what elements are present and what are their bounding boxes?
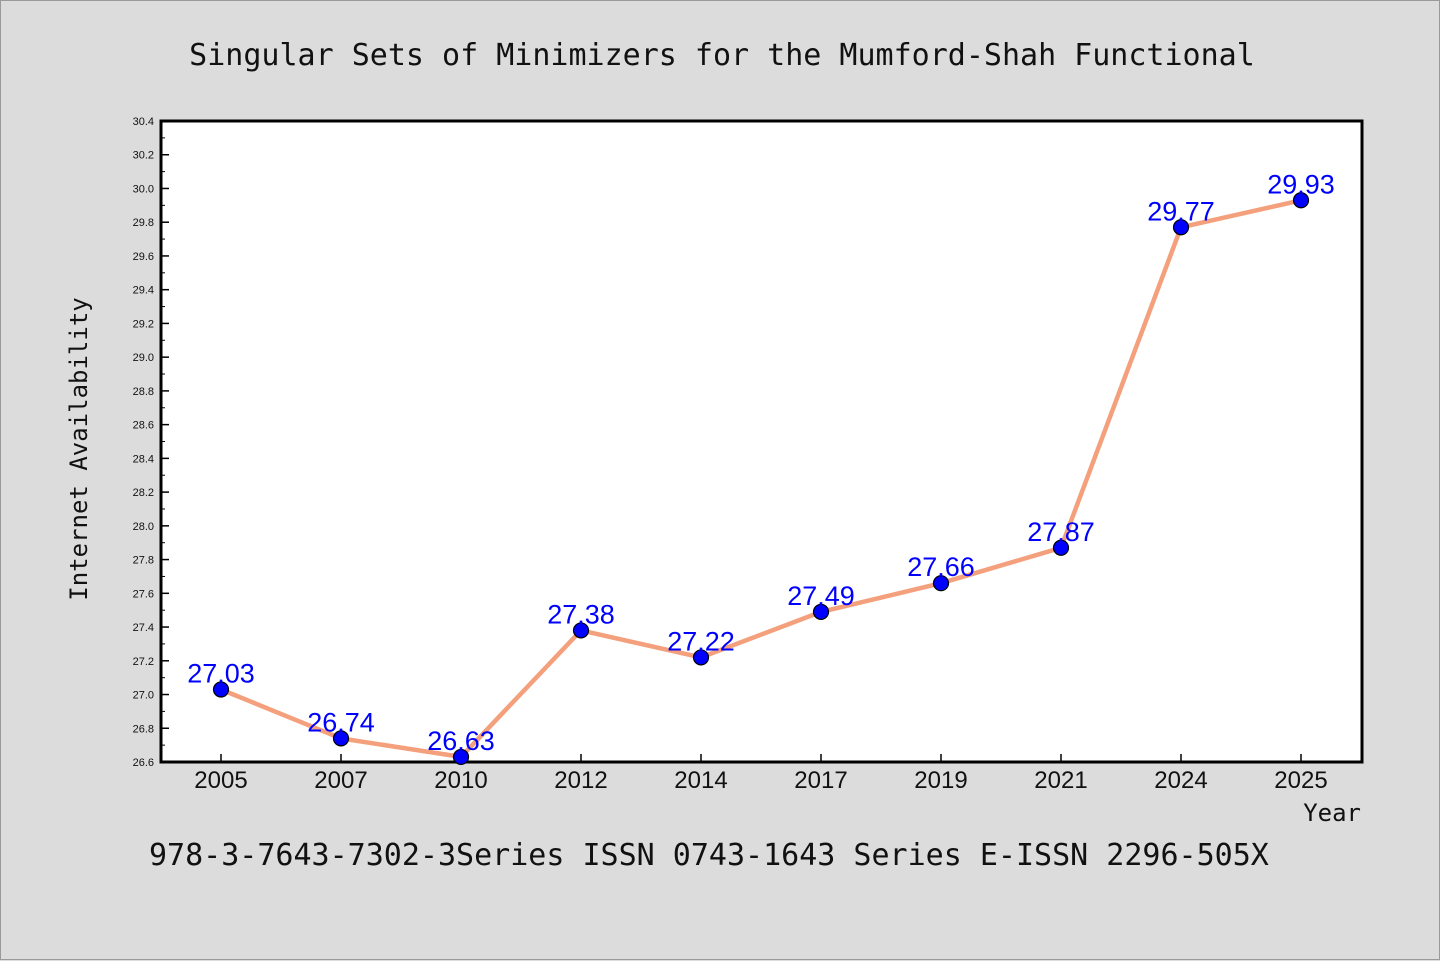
y-tick-label: 29.0 xyxy=(133,352,154,364)
series-markers xyxy=(212,192,1310,766)
data-label: 27.22 xyxy=(667,626,735,656)
x-tick-label: 2024 xyxy=(1154,767,1207,794)
y-tick-label: 28.0 xyxy=(133,521,154,533)
data-labels: 27.03 26.74 26.63 27.38 27.22 27.49 27.66 27.87… xyxy=(187,169,1335,756)
x-axis-label: Year xyxy=(1303,799,1361,827)
chart-title: Singular Sets of Minimizers for the Mumf… xyxy=(189,38,1255,73)
x-tick-label: 2017 xyxy=(794,767,847,794)
data-point xyxy=(212,681,230,698)
x-tick-label: 2014 xyxy=(674,767,727,794)
data-label: 27.03 xyxy=(187,658,255,688)
data-label: 29.77 xyxy=(1147,196,1215,226)
data-label: 27.66 xyxy=(907,552,975,582)
data-label: 26.74 xyxy=(307,707,375,737)
y-tick-label: 28.8 xyxy=(133,386,154,398)
y-tick-label: 27.2 xyxy=(133,656,154,668)
data-label: 27.49 xyxy=(787,581,855,611)
y-tick-label: 29.6 xyxy=(133,251,154,263)
data-point xyxy=(332,730,350,747)
y-tick-label: 26.8 xyxy=(133,723,154,735)
y-tick-label: 27.8 xyxy=(133,555,154,567)
y-tick-label: 28.2 xyxy=(133,487,154,499)
y-tick-label: 27.4 xyxy=(133,622,154,634)
y-tick-label: 29.2 xyxy=(133,318,154,330)
footer-isbn-issn: 978-3-7643-7302-3Series ISSN 0743-1643 S… xyxy=(149,838,1269,873)
y-tick-label: 28.4 xyxy=(133,453,154,465)
y-tick-label: 27.0 xyxy=(133,690,154,702)
data-label: 27.87 xyxy=(1027,517,1095,547)
data-label: 29.93 xyxy=(1267,169,1335,199)
data-point xyxy=(812,603,830,620)
y-tick-label: 26.6 xyxy=(133,757,154,769)
x-tick-label: 2025 xyxy=(1274,767,1327,794)
plot-area xyxy=(159,119,1364,764)
y-tick-label: 30.0 xyxy=(133,183,154,195)
data-point xyxy=(572,622,590,639)
y-tick-label: 29.8 xyxy=(133,217,154,229)
y-tick-label: 28.6 xyxy=(133,420,154,432)
data-label: 26.63 xyxy=(427,726,495,756)
y-tick-label: 30.2 xyxy=(133,150,154,162)
x-tick-label: 2012 xyxy=(554,767,607,794)
x-axis: 2005 2007 2010 2012 2014 2017 2019 2021 2024 2025 xyxy=(194,754,1328,794)
data-point xyxy=(452,748,470,766)
series-line xyxy=(218,198,1304,760)
y-axis: 26.6 26.8 27.0 27.2 27.4 27.6 27.8 28.0 28.2 28.4… xyxy=(133,116,169,769)
data-point xyxy=(1052,539,1070,556)
x-tick-label: 2019 xyxy=(914,767,967,794)
data-label: 27.38 xyxy=(547,599,615,629)
y-tick-label: 27.6 xyxy=(133,588,154,600)
data-point xyxy=(1292,192,1310,209)
x-tick-label: 2021 xyxy=(1034,767,1087,794)
data-point xyxy=(932,575,950,592)
x-tick-label: 2005 xyxy=(194,767,247,794)
y-tick-label: 30.4 xyxy=(133,116,154,128)
y-axis-label: Internet Availability xyxy=(65,297,93,600)
y-tick-label: 29.4 xyxy=(133,285,154,297)
data-point xyxy=(1172,219,1190,236)
x-tick-label: 2010 xyxy=(434,767,487,794)
data-point xyxy=(692,649,710,666)
x-tick-label: 2007 xyxy=(314,767,367,794)
